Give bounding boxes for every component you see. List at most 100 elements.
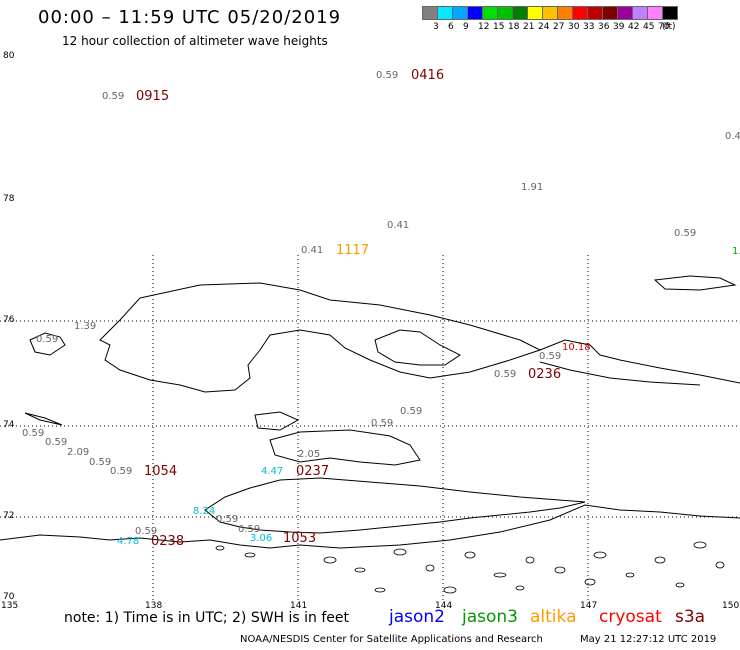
legend-swatch [497, 6, 513, 20]
coast-north-island [99, 282, 542, 393]
swh-value: 0.59 [45, 437, 68, 448]
swh-value: 0.59 [135, 526, 158, 537]
pass-time: 0236 [528, 367, 562, 382]
legend-label: 15 [493, 22, 505, 32]
swh-value: 0.59 [400, 406, 423, 417]
lat-label: 74 [3, 420, 15, 430]
legend-label: 45 [643, 22, 655, 32]
swh-value: 3.06 [250, 533, 273, 544]
swh-value: 0.59 [216, 514, 239, 525]
swh-value: 0.59 [376, 70, 399, 81]
swh-value: 0.59 [371, 418, 394, 429]
legend-label: 9 [463, 22, 469, 32]
legend-label: 24 [538, 22, 550, 32]
legend-label: 27 [553, 22, 565, 32]
swh-value: 8.24 [193, 506, 216, 517]
legend-label: 39 [613, 22, 625, 32]
swh-value: 0.59 [22, 428, 45, 439]
legend-label: 12 [478, 22, 490, 32]
pass-time: 0238 [151, 534, 185, 549]
swh-value: 0.59 [674, 228, 697, 239]
swh-value: 0.59 [36, 334, 59, 345]
coast-lower-island [269, 429, 421, 466]
legend-label: 6 [448, 22, 454, 32]
legend-swatch [422, 6, 438, 20]
legend-label: 30 [568, 22, 580, 32]
legend-swatch [512, 6, 528, 20]
swh-value: 0.59 [494, 369, 517, 380]
swh-value: 1. [732, 246, 740, 257]
coast-small-islet-west [29, 332, 66, 356]
lon-label: 147 [580, 601, 598, 611]
legend-swatch [647, 6, 663, 20]
lat-label: 76 [3, 315, 15, 325]
coast-east-peninsula [539, 339, 740, 386]
lat-label: 70 [3, 592, 15, 602]
pass-time: 1053 [283, 531, 317, 546]
legend-swatch [542, 6, 558, 20]
legend-label: 21 [523, 22, 535, 32]
generated-timestamp: May 21 12:27:12 UTC 2019 [580, 634, 717, 645]
legend-label: 36 [598, 22, 610, 32]
swh-value: 0.59 [110, 466, 133, 477]
legend-labels: 3 6 9 12 15 18 21 24 27 30 33 36 39 42 45 70 (ft) [422, 20, 677, 32]
legend-swatch [617, 6, 633, 20]
swh-value: 1.91 [521, 182, 544, 193]
pass-time: 1054 [144, 464, 178, 479]
legend-label: 18 [508, 22, 520, 32]
swh-value: 2.09 [67, 447, 90, 458]
footer-note: note: 1) Time is in UTC; 2) SWH is in fe… [64, 610, 350, 626]
satellite-cryosat: cryosat [599, 607, 662, 627]
credit-line: NOAA/NESDIS Center for Satellite Applica… [240, 634, 543, 645]
legend-swatch [482, 6, 498, 20]
swh-value: 0.59 [89, 457, 112, 468]
swh-value: 0.4 [725, 131, 740, 142]
chart-title: 00:00 – 11:59 UTC 05/20/2019 [38, 7, 342, 28]
legend-label: 33 [583, 22, 595, 32]
coast-islet-far-east [653, 275, 737, 291]
coast-middle-island [254, 411, 300, 431]
swh-value: 4.78 [117, 536, 140, 547]
legend-label: 3 [433, 22, 439, 32]
coast-mainland-south [0, 504, 740, 549]
lon-label: 144 [435, 601, 453, 611]
legend-label: (ft) [662, 22, 676, 32]
lon-label: 141 [290, 601, 308, 611]
coastline [0, 275, 740, 549]
chart-subtitle: 12 hour collection of altimeter wave hei… [62, 34, 328, 48]
lat-label: 78 [3, 194, 15, 204]
legend-swatch [587, 6, 603, 20]
color-legend: 3 6 9 12 15 18 21 24 27 30 33 36 39 42 45 70 (ft) [422, 6, 678, 32]
swh-value: 0.59 [102, 91, 125, 102]
legend-swatch [572, 6, 588, 20]
satellite-s3a: s3a [675, 607, 706, 627]
legend-swatch [452, 6, 468, 20]
lat-label: 80 [3, 51, 15, 61]
swh-value: 0.59 [238, 524, 261, 535]
coast-west-strip [24, 412, 63, 426]
pass-time: 0237 [296, 464, 330, 479]
satellite-jason3: jason3 [462, 607, 518, 627]
swh-value: 0.41 [301, 245, 324, 256]
legend-swatch [662, 6, 678, 20]
legend-label: 70 [658, 22, 670, 32]
legend-label: 42 [628, 22, 640, 32]
swh-value: 0.59 [539, 351, 562, 362]
graticule [0, 255, 740, 600]
pass-time: 1117 [336, 243, 370, 258]
swh-value: 4.47 [261, 466, 284, 477]
pass-time: 0416 [411, 68, 445, 83]
legend-swatch [437, 6, 453, 20]
legend-swatch [527, 6, 543, 20]
pass-time: 0915 [136, 89, 170, 104]
legend-swatches [422, 6, 678, 20]
swh-value: 1.39 [74, 321, 97, 332]
coast-mainland [204, 477, 586, 534]
lon-label: 150 [722, 601, 740, 611]
satellite-jason2: jason2 [389, 607, 445, 627]
satellite-altika: altika [530, 607, 577, 627]
lon-label: 138 [145, 601, 163, 611]
swh-value: 10.18 [562, 342, 591, 353]
coast-inner-lagoon [374, 329, 461, 366]
